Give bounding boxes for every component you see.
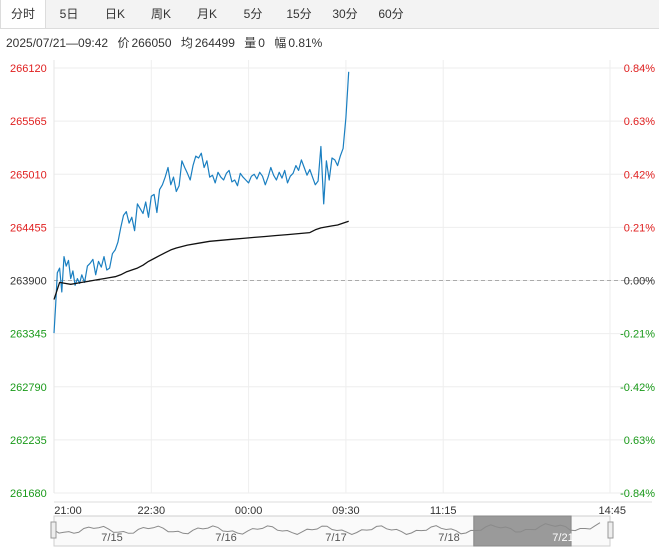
- tab-60min[interactable]: 60分: [378, 7, 404, 21]
- navigator-date-label: 7/15: [101, 532, 122, 544]
- y-tick-label-right: 0.63%: [624, 116, 655, 128]
- navigator-date-label: 7/16: [215, 532, 236, 544]
- x-tick-label: 22:30: [138, 505, 166, 517]
- quote-datetime: 2025/07/21—09:42: [6, 36, 109, 50]
- x-tick-label: 11:15: [430, 505, 457, 517]
- tab-30min[interactable]: 30分: [332, 7, 358, 21]
- tab-daily-k[interactable]: 日K: [104, 7, 125, 21]
- y-tick-label-left: 265565: [10, 116, 47, 128]
- navigator-right-handle[interactable]: [607, 521, 614, 539]
- y-tick-label-left: 263345: [10, 329, 47, 341]
- y-tick-label-right: 0.42%: [624, 169, 655, 181]
- average-price-line: [53, 220, 349, 300]
- x-tick-label: 00:00: [235, 505, 263, 517]
- price-label: 价: [117, 36, 130, 50]
- y-tick-label-left: 266120: [10, 63, 47, 75]
- y-tick-label-right: -0.42%: [620, 382, 655, 394]
- x-tick-label: 09:30: [332, 505, 360, 517]
- price-line: [53, 71, 350, 334]
- navigator-left-handle[interactable]: [50, 521, 57, 539]
- y-tick-label-left: 261680: [10, 488, 47, 500]
- y-tick-label-left: 264455: [10, 222, 47, 234]
- y-tick-label-right: 0.84%: [624, 63, 655, 75]
- y-tick-label-right: -0.21%: [620, 329, 655, 341]
- change-label: 幅: [274, 36, 287, 50]
- navigator-mini-line: [53, 522, 601, 536]
- x-tick-label: 21:00: [54, 505, 82, 517]
- y-tick-label-right: 0.21%: [624, 222, 655, 234]
- avg-label: 均: [180, 36, 193, 50]
- tab-weekly-k[interactable]: 周K: [150, 7, 171, 21]
- price-value: 266050: [131, 36, 172, 50]
- y-tick-label-left: 263900: [10, 276, 47, 288]
- tab-monthly-k[interactable]: 月K: [196, 7, 217, 21]
- x-tick-label: 14:45: [598, 505, 626, 517]
- tab-intraday[interactable]: 分时: [0, 0, 46, 28]
- y-tick-label-right: 0.63%: [624, 435, 655, 447]
- tab-15min[interactable]: 15分: [286, 7, 312, 21]
- tab-5min[interactable]: 5分: [243, 7, 263, 21]
- navigator-date-label: 7/17: [325, 532, 346, 544]
- navigator-date-label: 7/18: [438, 532, 459, 544]
- volume-label: 量: [244, 36, 257, 50]
- period-tabs: 分时 5日 日K 周K 月K 5分 15分 30分 60分: [0, 0, 659, 29]
- y-tick-label-left: 265010: [10, 169, 47, 181]
- navigator-date-label: 7/21: [552, 532, 573, 544]
- avg-value: 264499: [194, 36, 235, 50]
- change-value: 0.81%: [288, 36, 323, 50]
- tab-5day[interactable]: 5日: [59, 7, 79, 21]
- y-tick-label-left: 262790: [10, 382, 47, 394]
- y-tick-label-right: 0.00%: [624, 276, 655, 288]
- volume-value: 0: [258, 36, 265, 50]
- y-tick-label-right: -0.84%: [620, 488, 655, 500]
- y-tick-label-left: 262235: [10, 435, 47, 447]
